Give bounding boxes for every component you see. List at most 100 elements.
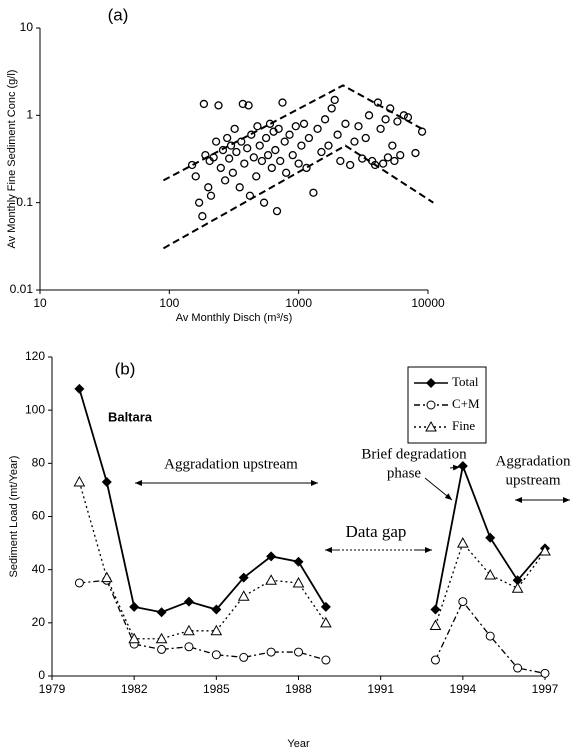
x-tick-label: 10 bbox=[33, 296, 47, 310]
data-point bbox=[272, 206, 282, 216]
data-point bbox=[237, 590, 250, 601]
data-point bbox=[396, 151, 405, 160]
data-point bbox=[155, 632, 168, 644]
legend-label: C+M bbox=[452, 396, 480, 411]
data-point bbox=[540, 668, 550, 678]
data-point bbox=[265, 119, 275, 128]
legend-marker bbox=[426, 378, 436, 388]
data-point bbox=[214, 101, 223, 110]
data-point bbox=[299, 119, 309, 128]
data-point bbox=[237, 137, 246, 146]
data-point bbox=[230, 124, 239, 134]
series-line bbox=[79, 579, 327, 661]
data-point bbox=[211, 604, 222, 615]
data-point bbox=[341, 119, 350, 128]
y-tick-label: 10 bbox=[20, 20, 34, 34]
data-point bbox=[206, 191, 216, 200]
data-point bbox=[485, 532, 496, 543]
data-point bbox=[243, 144, 252, 153]
data-point bbox=[73, 475, 86, 487]
legend-marker bbox=[425, 420, 437, 432]
data-point bbox=[247, 130, 256, 139]
data-point bbox=[430, 604, 441, 615]
y-tick-label: 120 bbox=[25, 349, 45, 363]
data-point bbox=[244, 101, 253, 110]
data-point bbox=[370, 160, 380, 170]
data-point bbox=[386, 104, 395, 113]
data-point bbox=[157, 644, 167, 654]
data-point bbox=[327, 104, 336, 113]
annotation: Data gap bbox=[346, 522, 407, 541]
data-point bbox=[266, 551, 277, 562]
data-point bbox=[376, 124, 385, 134]
data-point bbox=[350, 137, 359, 146]
data-point bbox=[317, 147, 326, 157]
data-point bbox=[274, 124, 283, 134]
x-tick-label: 1985 bbox=[203, 682, 230, 696]
data-point bbox=[183, 596, 194, 607]
series-line bbox=[78, 481, 327, 640]
data-point bbox=[358, 154, 367, 163]
data-point bbox=[249, 153, 258, 162]
data-point bbox=[129, 601, 140, 612]
series-line bbox=[434, 541, 546, 626]
x-tick-label: 10000 bbox=[411, 296, 445, 310]
annotation: Aggradation bbox=[496, 453, 571, 469]
data-point bbox=[235, 183, 244, 192]
envelope-line bbox=[162, 144, 434, 250]
data-point bbox=[304, 133, 314, 143]
chart-title: (b) bbox=[115, 359, 136, 378]
data-point bbox=[417, 127, 427, 136]
y-tick-label: 40 bbox=[32, 562, 46, 576]
data-point bbox=[484, 568, 497, 580]
data-point bbox=[280, 137, 289, 146]
annotation: Baltara bbox=[108, 409, 153, 424]
y-tick-label: 0 bbox=[38, 668, 45, 682]
data-point bbox=[292, 576, 305, 588]
data-point bbox=[74, 578, 84, 588]
y-axis-label: Sediment Load (mt/Year) bbox=[8, 456, 20, 578]
data-point bbox=[210, 624, 223, 636]
data-point bbox=[238, 572, 249, 583]
envelope-line bbox=[162, 84, 423, 182]
data-point bbox=[191, 172, 200, 181]
data-point bbox=[411, 148, 420, 158]
data-point bbox=[320, 616, 332, 628]
data-point bbox=[198, 212, 207, 221]
data-point bbox=[187, 160, 197, 170]
annotation: phase bbox=[387, 465, 421, 481]
data-point bbox=[291, 122, 300, 131]
annotation: Aggradation upstream bbox=[164, 456, 298, 472]
data-point bbox=[224, 154, 234, 163]
y-tick-label: 0.1 bbox=[16, 195, 33, 209]
data-point bbox=[336, 156, 345, 166]
x-axis-label: Year bbox=[287, 738, 310, 750]
x-tick-label: 1994 bbox=[449, 682, 476, 696]
data-point bbox=[321, 655, 331, 665]
chart-title: (a) bbox=[108, 5, 129, 24]
y-tick-label: 60 bbox=[32, 509, 46, 523]
data-point bbox=[456, 537, 469, 548]
data-point bbox=[378, 159, 388, 168]
data-point bbox=[345, 160, 355, 170]
data-point bbox=[267, 163, 276, 173]
data-point bbox=[324, 141, 333, 150]
legend-label: Total bbox=[452, 374, 479, 389]
data-point bbox=[485, 631, 495, 641]
x-tick-label: 1000 bbox=[285, 296, 312, 310]
legend-label: Fine bbox=[452, 418, 475, 433]
data-point bbox=[253, 122, 262, 131]
data-point bbox=[278, 98, 287, 107]
y-tick-label: 1 bbox=[26, 108, 33, 122]
data-point bbox=[232, 147, 241, 157]
data-point bbox=[100, 571, 113, 583]
data-point bbox=[252, 172, 261, 181]
data-point bbox=[239, 652, 249, 662]
data-point bbox=[313, 124, 322, 134]
data-point bbox=[101, 476, 112, 487]
data-point bbox=[199, 99, 209, 109]
annotation-arrow bbox=[449, 464, 461, 471]
data-point bbox=[361, 133, 370, 143]
data-point bbox=[383, 153, 393, 162]
